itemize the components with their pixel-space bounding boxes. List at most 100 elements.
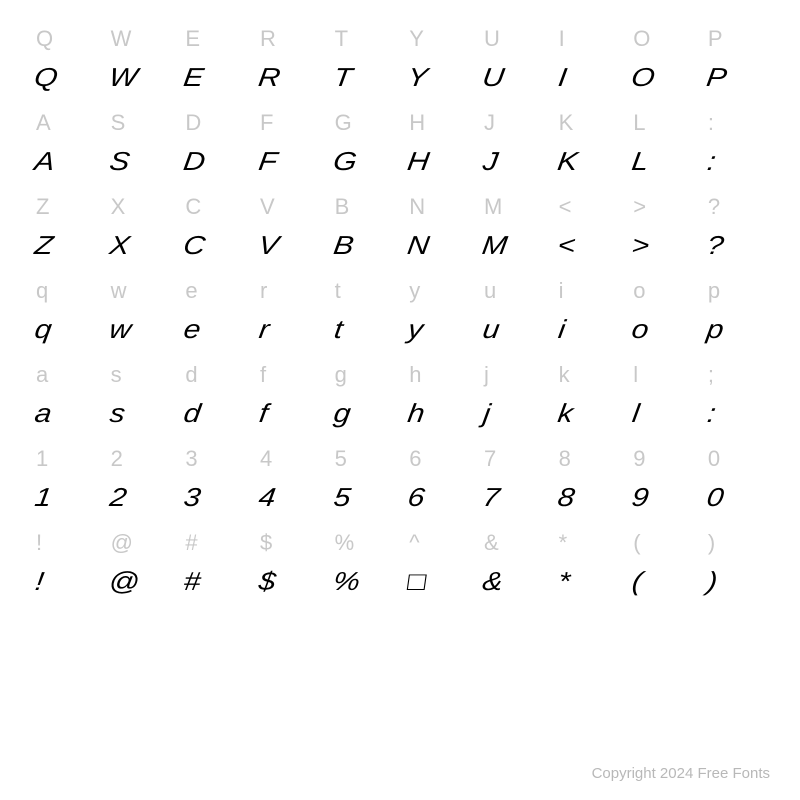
ref-char: K xyxy=(553,110,621,136)
ref-char: * xyxy=(553,530,621,556)
sample-char: w xyxy=(107,314,133,345)
ref-char: 8 xyxy=(553,446,621,472)
sample-char: I xyxy=(556,62,569,93)
ref-char: T xyxy=(329,26,397,52)
ref-char: 2 xyxy=(105,446,173,472)
character-map-grid: Q W E R T Y U I O P Q W E R T Y U I O P … xyxy=(0,0,800,618)
ref-char: Q xyxy=(30,26,98,52)
ref-char: 4 xyxy=(254,446,322,472)
sample-char: D xyxy=(182,146,208,177)
sample-row: A S D F G H J K L : xyxy=(30,142,770,180)
ref-char: < xyxy=(553,194,621,220)
ref-char: k xyxy=(553,362,621,388)
sample-char: Y xyxy=(406,62,430,93)
ref-char: ; xyxy=(702,362,770,388)
ref-char: d xyxy=(179,362,247,388)
sample-char: o xyxy=(630,314,651,345)
sample-char: a xyxy=(33,398,54,429)
row-pair: Z X C V B N M < > ? Z X C V B N M < > ? xyxy=(30,188,770,264)
sample-char: T xyxy=(331,62,354,93)
ref-char: s xyxy=(105,362,173,388)
sample-char: s xyxy=(108,398,127,429)
sample-char: K xyxy=(555,146,579,177)
sample-row: 1 2 3 4 5 6 7 8 9 0 xyxy=(30,478,770,516)
ref-char: E xyxy=(179,26,247,52)
sample-char: : xyxy=(705,146,718,177)
sample-char: g xyxy=(331,398,352,429)
sample-char: 8 xyxy=(555,482,576,513)
ref-char: Y xyxy=(403,26,471,52)
sample-char: V xyxy=(256,230,280,261)
ref-char: ^ xyxy=(403,530,471,556)
ref-char: ? xyxy=(702,194,770,220)
sample-char: > xyxy=(630,230,652,261)
sample-char: H xyxy=(406,146,432,177)
sample-char: 7 xyxy=(481,482,502,513)
sample-row: q w e r t y u i o p xyxy=(30,310,770,348)
sample-char: # xyxy=(182,566,203,597)
ref-char: ) xyxy=(702,530,770,556)
reference-row: ! @ # $ % ^ & * ( ) xyxy=(30,524,770,562)
sample-char: f xyxy=(257,398,270,429)
sample-char: 6 xyxy=(406,482,427,513)
ref-char: 9 xyxy=(627,446,695,472)
sample-char: $ xyxy=(257,566,278,597)
ref-char: r xyxy=(254,278,322,304)
ref-char: ! xyxy=(30,530,98,556)
sample-char: ( xyxy=(630,566,644,597)
ref-char: q xyxy=(30,278,98,304)
sample-char: % xyxy=(331,566,362,597)
sample-char: h xyxy=(406,398,427,429)
ref-char: B xyxy=(329,194,397,220)
ref-char: 0 xyxy=(702,446,770,472)
sample-char: X xyxy=(107,230,131,261)
row-pair: q w e r t y u i o p q w e r t y u i o p xyxy=(30,272,770,348)
ref-char: y xyxy=(403,278,471,304)
sample-char: j xyxy=(481,398,492,429)
ref-char: J xyxy=(478,110,546,136)
ref-char: L xyxy=(627,110,695,136)
ref-char: $ xyxy=(254,530,322,556)
row-pair: ! @ # $ % ^ & * ( ) ! @ # $ % □ & * ( ) xyxy=(30,524,770,600)
sample-char: N xyxy=(406,230,432,261)
sample-char: Z xyxy=(33,230,56,261)
ref-char: F xyxy=(254,110,322,136)
sample-char: r xyxy=(257,314,271,345)
ref-char: D xyxy=(179,110,247,136)
sample-char: & xyxy=(480,566,504,597)
reference-row: 1 2 3 4 5 6 7 8 9 0 xyxy=(30,440,770,478)
sample-char: l xyxy=(631,398,642,429)
ref-char: f xyxy=(254,362,322,388)
ref-char: ( xyxy=(627,530,695,556)
ref-char: G xyxy=(329,110,397,136)
ref-char: P xyxy=(702,26,770,52)
ref-char: @ xyxy=(105,530,173,556)
ref-char: : xyxy=(702,110,770,136)
sample-char: k xyxy=(555,398,574,429)
ref-char: X xyxy=(105,194,173,220)
ref-char: w xyxy=(105,278,173,304)
ref-char: 1 xyxy=(30,446,98,472)
sample-row: ! @ # $ % □ & * ( ) xyxy=(30,562,770,600)
sample-char: 4 xyxy=(257,482,278,513)
ref-char: > xyxy=(627,194,695,220)
sample-char: ! xyxy=(33,566,46,597)
ref-char: & xyxy=(478,530,546,556)
row-pair: a s d f g h j k l ; a s d f g h j k l : xyxy=(30,356,770,432)
sample-char: : xyxy=(705,398,718,429)
ref-char: e xyxy=(179,278,247,304)
sample-char: 2 xyxy=(107,482,128,513)
ref-char: R xyxy=(254,26,322,52)
reference-row: q w e r t y u i o p xyxy=(30,272,770,310)
ref-char: H xyxy=(403,110,471,136)
ref-char: V xyxy=(254,194,322,220)
ref-char: O xyxy=(627,26,695,52)
sample-char: A xyxy=(33,146,57,177)
sample-char: ) xyxy=(705,566,719,597)
sample-char: B xyxy=(331,230,355,261)
sample-char: J xyxy=(481,146,500,177)
sample-char: E xyxy=(182,62,206,93)
ref-char: h xyxy=(403,362,471,388)
ref-char: 6 xyxy=(403,446,471,472)
sample-char: q xyxy=(33,314,54,345)
